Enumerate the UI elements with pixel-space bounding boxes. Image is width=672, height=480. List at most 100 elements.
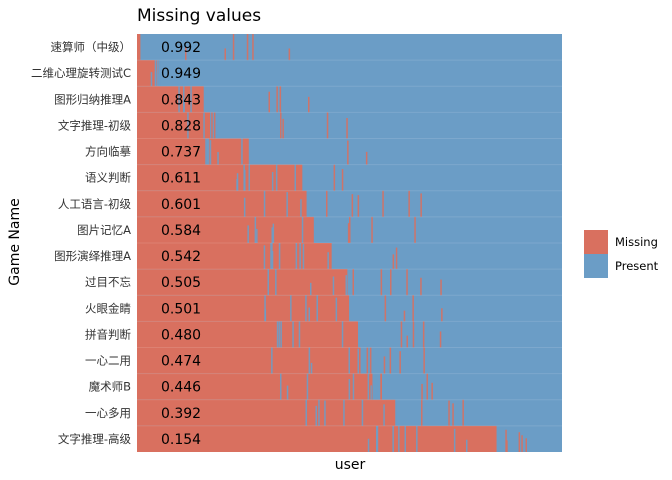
row-value-label: 0.601 xyxy=(161,197,201,213)
stripe-mark xyxy=(412,295,414,322)
stripe-mark xyxy=(341,169,344,191)
stripe-mark xyxy=(403,310,406,322)
row-label: 图形归纳推理A xyxy=(54,92,131,106)
stripe-mark xyxy=(264,295,266,322)
stripe-mark xyxy=(406,335,408,348)
missing-bar xyxy=(137,164,303,191)
missing-bar xyxy=(137,34,141,61)
stripe-mark xyxy=(316,295,318,322)
stripe-mark xyxy=(365,151,368,165)
stripe-mark xyxy=(448,400,450,426)
stripe-mark xyxy=(345,275,347,296)
stripe-mark xyxy=(439,331,442,348)
row-value-label: 0.480 xyxy=(161,327,201,343)
missing-bar xyxy=(137,112,211,139)
row-value-label: 0.446 xyxy=(161,380,201,396)
stripe-mark xyxy=(466,439,468,452)
stripe-mark xyxy=(268,91,270,113)
stripe-mark xyxy=(217,152,219,165)
missing-bar xyxy=(137,216,314,243)
stripe-mark xyxy=(400,321,403,348)
row-value-label: 0.611 xyxy=(161,171,201,187)
row-value-label: 0.843 xyxy=(161,92,201,108)
stripe-mark xyxy=(286,385,289,400)
stripe-mark xyxy=(150,72,153,87)
stripe-mark xyxy=(462,399,464,426)
stripe-mark xyxy=(326,190,328,217)
missing-bar xyxy=(137,321,358,348)
stripe-mark xyxy=(280,321,282,348)
stripe-mark xyxy=(380,269,383,296)
stripe-mark xyxy=(310,282,312,296)
stripe-mark xyxy=(154,60,157,87)
stripe-mark xyxy=(295,243,298,270)
missing-bar xyxy=(137,138,249,165)
stripe-mark xyxy=(183,86,185,113)
stripe-mark xyxy=(246,34,249,61)
stripe-mark xyxy=(398,425,400,452)
stripe-mark xyxy=(276,86,278,113)
stripe-mark xyxy=(324,400,326,426)
stripe-mark xyxy=(406,269,408,296)
row-label: 速算师（中级） xyxy=(51,40,132,54)
stripe-mark xyxy=(263,245,266,270)
heatmap-cells xyxy=(137,34,527,452)
row-value-label: 0.584 xyxy=(161,223,201,239)
stripe-mark xyxy=(243,197,246,217)
stripe-mark xyxy=(301,216,304,243)
y-tick-labels: 速算师（中级） 二维心理旋转测试C 图形归纳推理A 文字推理-初级方向临摹语义判断人工… xyxy=(31,40,132,446)
row-label: 一心二用 xyxy=(85,354,131,368)
stripe-mark xyxy=(286,192,288,217)
stripe-mark xyxy=(271,172,274,191)
stripe-mark xyxy=(341,321,344,348)
row-value-label: 0.992 xyxy=(161,40,201,56)
stripe-mark xyxy=(158,60,161,87)
legend-swatch xyxy=(584,254,608,278)
stripe-mark xyxy=(207,138,210,165)
row-value-label: 0.154 xyxy=(161,432,201,448)
stripe-mark xyxy=(298,321,301,348)
stripe-mark xyxy=(252,34,254,61)
stripe-mark xyxy=(380,373,382,400)
row-label: 图形演绎推理A xyxy=(54,249,131,263)
stripe-mark xyxy=(327,252,329,270)
stripe-mark xyxy=(256,228,258,243)
row-value-label: 0.501 xyxy=(161,301,201,317)
row-label: 方向临摹 xyxy=(85,145,131,159)
stripe-mark xyxy=(305,295,307,322)
stripe-mark xyxy=(185,47,187,61)
row-label: 拼音判断 xyxy=(85,327,131,341)
stripe-mark xyxy=(280,112,282,139)
missing-bar xyxy=(137,269,348,296)
stripe-mark xyxy=(275,164,278,191)
stripe-mark xyxy=(275,269,277,296)
row-label: 文字推理-初级 xyxy=(58,118,132,132)
stripe-mark xyxy=(343,399,345,426)
row-value-label: 0.505 xyxy=(161,275,201,291)
row-label: 过目不忘 xyxy=(85,275,131,289)
stripe-mark xyxy=(349,216,351,243)
stripe-mark xyxy=(206,138,209,165)
stripe-mark xyxy=(310,362,313,374)
stripe-mark xyxy=(521,435,523,452)
stripe-mark xyxy=(290,295,292,322)
stripe-mark xyxy=(308,96,310,113)
stripe-mark xyxy=(306,373,309,400)
stripe-mark xyxy=(518,432,521,452)
stripe-mark xyxy=(414,216,416,243)
stripe-mark xyxy=(279,86,282,113)
stripe-mark xyxy=(211,112,213,139)
stripe-mark xyxy=(156,60,159,87)
stripe-mark xyxy=(270,243,272,270)
stripe-mark xyxy=(294,164,296,191)
missing-bar xyxy=(137,60,159,87)
stripe-mark xyxy=(282,118,284,139)
stripe-mark xyxy=(408,190,410,217)
row-value-label: 0.474 xyxy=(161,354,201,370)
stripe-mark xyxy=(382,190,384,217)
row-label: 人工语言-初级 xyxy=(58,197,132,211)
stripe-mark xyxy=(247,225,249,243)
stripe-mark xyxy=(224,48,226,61)
row-value-label: 0.737 xyxy=(161,145,201,161)
stripe-mark xyxy=(426,373,428,400)
